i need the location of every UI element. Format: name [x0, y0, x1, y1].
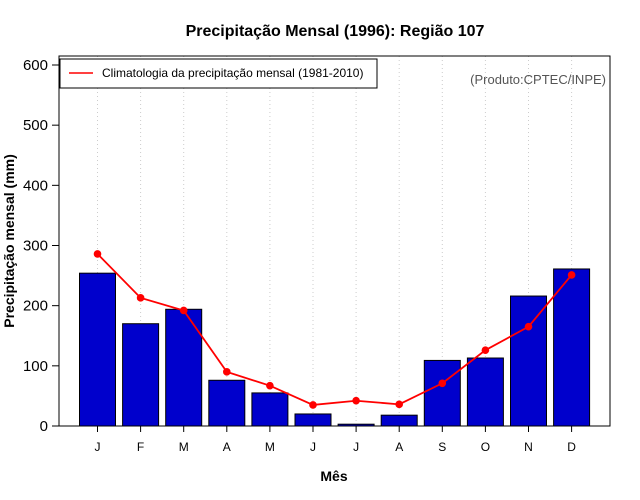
climatology-point: [266, 381, 274, 390]
x-tick-label: J: [95, 440, 101, 454]
legend-label: Climatologia da precipitação mensal (198…: [102, 66, 363, 80]
bar: [466, 357, 504, 427]
bar: [251, 392, 289, 427]
climatology-point: [93, 250, 102, 258]
x-tick-label: J: [310, 440, 316, 454]
climatology-line: [96, 253, 573, 406]
legend: Climatologia da precipitação mensal (198…: [59, 58, 378, 89]
x-tick-label: M: [179, 440, 189, 454]
climatology-point: [567, 271, 576, 279]
bar: [380, 414, 418, 427]
x-tick-label: F: [137, 440, 144, 454]
x-tick-label: A: [223, 440, 231, 454]
bar-series: [79, 268, 591, 427]
x-tick-label: J: [353, 440, 359, 454]
climatology-point: [309, 401, 317, 409]
plot-frame: [58, 55, 611, 427]
bar: [122, 323, 160, 427]
legend-box: [59, 58, 378, 89]
y-axis-label: Precipitação mensal (mm): [1, 154, 17, 328]
x-tick-label: M: [265, 440, 275, 454]
bar: [294, 413, 332, 427]
bar: [79, 272, 116, 427]
climatology-point: [481, 346, 490, 354]
climatology-point: [223, 368, 231, 376]
x-tick-label: O: [481, 440, 490, 454]
y-axis: 0 100 200 300 400 500 600: [23, 57, 59, 435]
y-tick-label: 400: [23, 177, 48, 194]
climatology-point: [395, 400, 404, 409]
x-tick-label: D: [567, 440, 576, 454]
x-axis-label: Mês: [320, 468, 347, 484]
climatology-point: [438, 379, 447, 388]
y-tick-label: 200: [23, 298, 48, 315]
credit-text: (Produto:CPTEC/INPE): [470, 72, 606, 87]
y-tick-label: 100: [23, 358, 48, 375]
x-tick-label: N: [524, 440, 533, 454]
y-tick-label: 500: [23, 117, 48, 134]
climatology-point: [136, 294, 145, 302]
climatology-point: [179, 306, 188, 315]
climatology-point: [524, 322, 533, 331]
climatology-line-series: [93, 250, 576, 409]
x-tick-label: S: [438, 440, 446, 454]
y-tick-label: 0: [40, 418, 48, 435]
y-tick-label: 300: [23, 238, 48, 255]
bar: [165, 308, 203, 427]
bar: [553, 268, 591, 427]
bar: [208, 379, 246, 427]
bar: [423, 359, 461, 427]
chart-title: Precipitação Mensal (1996): Região 107: [186, 23, 485, 40]
y-tick-label: 600: [23, 57, 48, 74]
x-tick-label: A: [395, 440, 403, 454]
bar: [510, 295, 547, 427]
climatology-point: [352, 396, 360, 405]
